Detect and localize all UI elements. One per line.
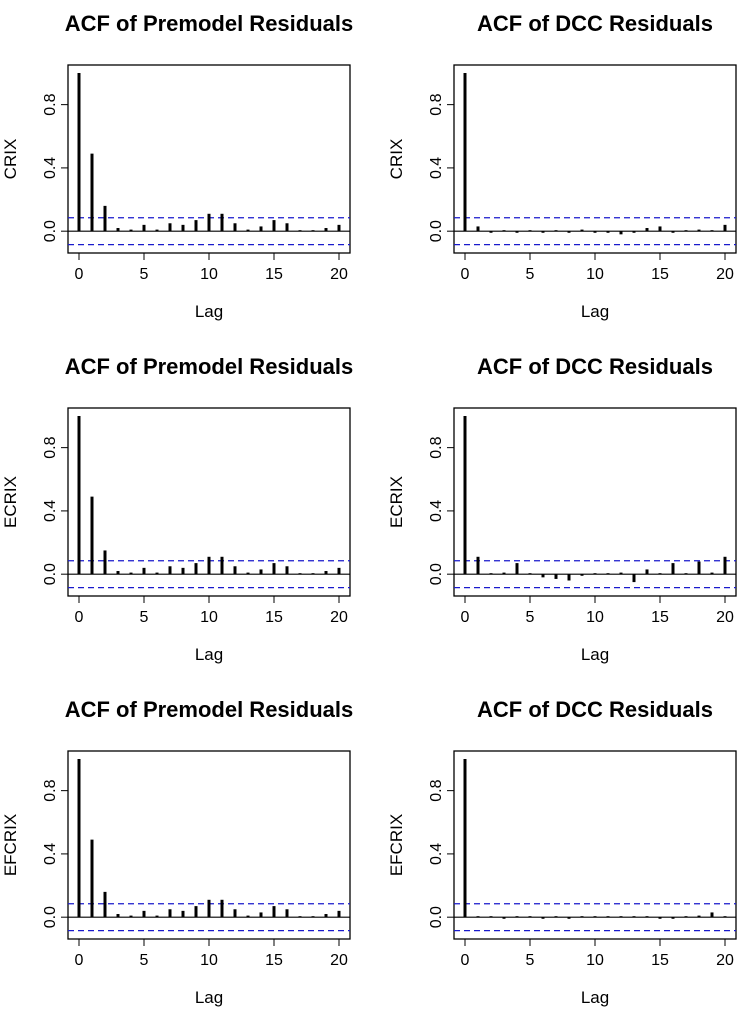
x-tick-label: 10 <box>586 609 604 626</box>
acf-panel-5: ACF of Premodel Residuals 0 5 10 15 20 0.0 0.4 0… <box>1 697 353 1007</box>
x-tick-label: 10 <box>586 952 604 969</box>
x-tick-label: 5 <box>526 266 535 283</box>
x-tick-label: 0 <box>75 609 84 626</box>
x-tick-label: 15 <box>651 609 669 626</box>
x-tick-label: 5 <box>140 952 149 969</box>
panel-title: ACF of DCC Residuals <box>477 11 713 36</box>
y-tick-label: 0.0 <box>428 220 445 242</box>
y-tick-label: 0.4 <box>428 157 445 179</box>
x-axis-label: Lag <box>195 302 223 321</box>
x-axis-label: Lag <box>581 302 609 321</box>
y-tick-label: 0.4 <box>428 843 445 865</box>
y-tick-label: 0.4 <box>428 500 445 522</box>
y-tick-label: 0.0 <box>42 220 59 242</box>
y-axis-label: CRIX <box>387 139 406 180</box>
y-tick-label: 0.8 <box>428 436 445 458</box>
plot-frame <box>453 407 737 597</box>
panel-title: ACF of Premodel Residuals <box>65 697 354 722</box>
y-tick-label: 0.8 <box>42 93 59 115</box>
acf-panel-4: ACF of DCC Residuals 0 5 10 15 20 0.0 0.4 0.8 Lag… <box>387 354 737 664</box>
y-tick-label: 0.4 <box>42 500 59 522</box>
x-tick-label: 5 <box>526 609 535 626</box>
x-tick-label: 5 <box>140 609 149 626</box>
y-tick-label: 0.4 <box>42 157 59 179</box>
y-tick-label: 0.8 <box>428 779 445 801</box>
y-tick-label: 0.8 <box>42 779 59 801</box>
x-tick-label: 15 <box>265 266 283 283</box>
x-tick-label: 20 <box>330 952 348 969</box>
x-tick-label: 15 <box>265 952 283 969</box>
x-tick-label: 10 <box>586 266 604 283</box>
plot-frame <box>453 750 737 940</box>
x-axis-label: Lag <box>581 988 609 1007</box>
acf-panel-1: ACF of Premodel Residuals 0 5 10 15 20 0.0 0.4 0… <box>1 11 353 321</box>
x-tick-label: 15 <box>265 609 283 626</box>
x-tick-label: 15 <box>651 952 669 969</box>
y-tick-label: 0.0 <box>42 906 59 928</box>
x-tick-label: 20 <box>716 266 734 283</box>
x-tick-label: 20 <box>330 266 348 283</box>
x-tick-label: 5 <box>526 952 535 969</box>
acf-panel-2: ACF of DCC Residuals 0 5 10 15 20 0.0 0.4 0.8 Lag… <box>387 11 737 321</box>
panel-title: ACF of Premodel Residuals <box>65 11 354 36</box>
x-tick-label: 0 <box>461 952 470 969</box>
x-axis-label: Lag <box>195 645 223 664</box>
x-tick-label: 0 <box>461 609 470 626</box>
x-axis-label: Lag <box>195 988 223 1007</box>
x-tick-label: 20 <box>716 952 734 969</box>
x-tick-label: 20 <box>330 609 348 626</box>
x-tick-label: 10 <box>200 952 218 969</box>
y-tick-label: 0.8 <box>428 93 445 115</box>
x-tick-label: 10 <box>200 266 218 283</box>
acf-panel-6: ACF of DCC Residuals 0 5 10 15 20 0.0 0.4 0.8 Lag… <box>387 697 737 1007</box>
x-tick-label: 15 <box>651 266 669 283</box>
plot-frame <box>453 64 737 254</box>
y-tick-label: 0.0 <box>428 563 445 585</box>
x-tick-label: 0 <box>75 952 84 969</box>
x-tick-label: 10 <box>200 609 218 626</box>
y-axis-label: ECRIX <box>1 476 20 528</box>
acf-panel-3: ACF of Premodel Residuals 0 5 10 15 20 0.0 0.4 0… <box>1 354 353 664</box>
y-axis-label: EFCRIX <box>1 814 20 876</box>
x-axis-label: Lag <box>581 645 609 664</box>
y-tick-label: 0.0 <box>428 906 445 928</box>
y-axis-label: EFCRIX <box>387 814 406 876</box>
x-tick-label: 5 <box>140 266 149 283</box>
panel-title: ACF of DCC Residuals <box>477 354 713 379</box>
y-tick-label: 0.4 <box>42 843 59 865</box>
y-axis-label: ECRIX <box>387 476 406 528</box>
x-tick-label: 20 <box>716 609 734 626</box>
panel-title: ACF of Premodel Residuals <box>65 354 354 379</box>
x-tick-label: 0 <box>75 266 84 283</box>
y-tick-label: 0.8 <box>42 436 59 458</box>
y-axis-label: CRIX <box>1 139 20 180</box>
y-tick-label: 0.0 <box>42 563 59 585</box>
x-tick-label: 0 <box>461 266 470 283</box>
panel-title: ACF of DCC Residuals <box>477 697 713 722</box>
